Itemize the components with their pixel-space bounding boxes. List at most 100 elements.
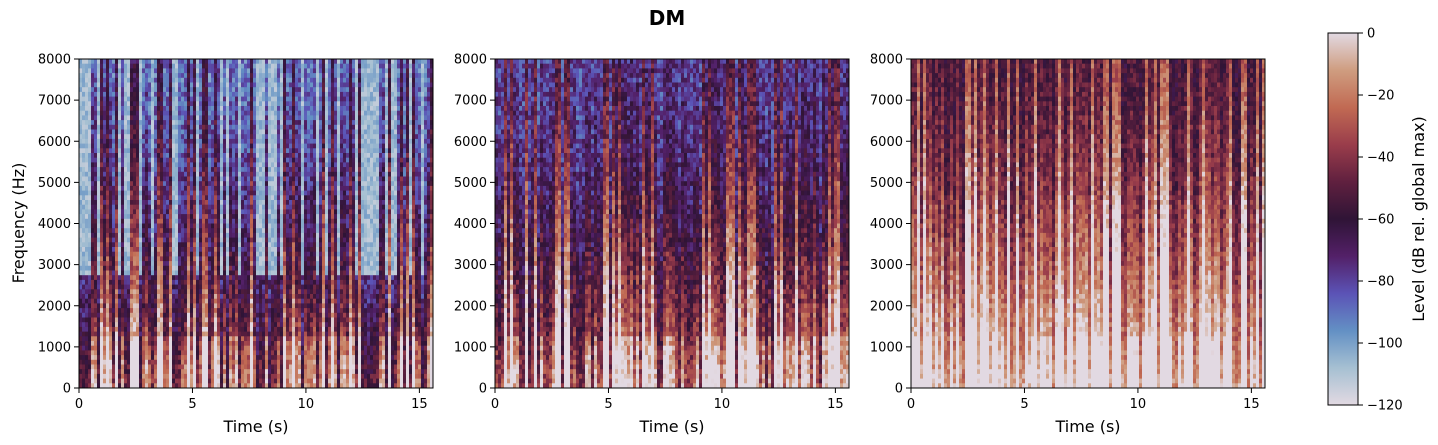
spectrogram-cell [268, 91, 272, 97]
spectrogram-cell [121, 317, 125, 323]
spectrogram-cell [220, 355, 224, 361]
spectrogram-cell [202, 383, 206, 388]
spectrogram-cell [166, 312, 170, 318]
spectrogram-cell [187, 345, 191, 351]
spectrogram-cell [127, 242, 131, 248]
spectrogram-cell [172, 303, 176, 309]
spectrogram-cell [151, 129, 155, 135]
spectrogram-cell [139, 157, 143, 163]
spectrogram-cell [136, 341, 140, 347]
spectrogram-cell [118, 336, 122, 342]
spectrogram-cell [100, 355, 104, 361]
spectrogram-cell [106, 153, 110, 159]
spectrogram-cell [148, 96, 152, 102]
spectrogram-cell [115, 279, 119, 285]
spectrogram-cell [163, 115, 167, 121]
spectrogram-cell [124, 279, 128, 285]
spectrogram-cell [262, 59, 266, 65]
spectrogram-cell [148, 331, 152, 337]
spectrogram-cell [280, 87, 284, 93]
spectrogram-cell [79, 87, 83, 93]
spectrogram-cell [115, 336, 119, 342]
spectrogram-cell [166, 359, 170, 365]
spectrogram-cell [226, 294, 230, 300]
spectrogram-cell [187, 242, 191, 248]
spectrogram-cell [232, 120, 236, 126]
spectrogram-cell [94, 265, 98, 271]
spectrogram-cell [100, 265, 104, 271]
spectrogram-cell [277, 153, 281, 159]
spectrogram-cell [241, 350, 245, 356]
spectrogram-cell [217, 261, 221, 267]
spectrogram-cell [274, 242, 278, 248]
spectrogram-cell [85, 200, 89, 206]
spectrogram-cell [265, 341, 269, 347]
spectrogram-cell [118, 77, 122, 83]
spectrogram-cell [247, 167, 251, 173]
spectrogram-cell [142, 63, 146, 69]
spectrogram-cell [220, 209, 224, 215]
spectrogram-cell [79, 106, 83, 112]
spectrogram-cell [148, 138, 152, 144]
spectrogram-cell [166, 200, 170, 206]
spectrogram-cell [178, 383, 182, 388]
spectrogram-cell [121, 195, 125, 201]
spectrogram-cell [208, 312, 212, 318]
spectrogram-cell [256, 261, 260, 267]
spectrogram-cell [280, 303, 284, 309]
spectrogram-cell [154, 303, 158, 309]
spectrogram-cell [112, 294, 116, 300]
spectrogram-cell [217, 190, 221, 196]
spectrogram-cell [280, 298, 284, 304]
spectrogram-cell [85, 110, 89, 116]
spectrogram-cell [118, 171, 122, 177]
spectrogram-cell [235, 355, 239, 361]
spectrogram-cell [208, 279, 212, 285]
spectrogram-cell [163, 322, 167, 328]
spectrogram-cell [109, 247, 113, 253]
spectrogram-cell [139, 120, 143, 126]
spectrogram-cell [220, 148, 224, 154]
spectrogram-cell [265, 289, 269, 295]
spectrogram-cell [274, 120, 278, 126]
spectrogram-cell [238, 185, 242, 191]
spectrogram-cell [244, 294, 248, 300]
spectrogram-cell [154, 138, 158, 144]
spectrogram-cell [145, 120, 149, 126]
spectrogram-cell [202, 110, 206, 116]
spectrogram-cell [277, 265, 281, 271]
spectrogram-cell [106, 162, 110, 168]
spectrogram-cell [199, 284, 203, 290]
spectrogram-cell [265, 157, 269, 163]
spectrogram-cell [139, 294, 143, 300]
spectrogram-cell [220, 284, 224, 290]
spectrogram-cell [127, 275, 131, 281]
spectrogram-cell [265, 167, 269, 173]
spectrogram-cell [205, 359, 209, 365]
spectrogram-cell [181, 190, 185, 196]
spectrogram-cell [187, 247, 191, 253]
spectrogram-cell [109, 289, 113, 295]
spectrogram-cell [202, 124, 206, 130]
spectrogram-cell [199, 190, 203, 196]
spectrogram-cell [283, 157, 287, 163]
spectrogram-cell [256, 251, 260, 257]
spectrogram-cell [130, 312, 134, 318]
spectrogram-cell [217, 298, 221, 304]
spectrogram-cell [91, 153, 95, 159]
spectrogram-cell [163, 129, 167, 135]
spectrogram-cell [136, 96, 140, 102]
spectrogram-cell [247, 312, 251, 318]
spectrogram-cell [250, 364, 254, 370]
spectrogram-cell [235, 200, 239, 206]
spectrogram-cell [211, 317, 215, 323]
spectrogram-cell [82, 134, 86, 140]
spectrogram-cell [154, 77, 158, 83]
spectrogram-cell [187, 369, 191, 375]
spectrogram-cell [94, 345, 98, 351]
spectrogram-cell [130, 115, 134, 121]
spectrogram-cell [280, 204, 284, 210]
spectrogram-cell [94, 87, 98, 93]
spectrogram-cell [187, 120, 191, 126]
spectrogram-cell [265, 115, 269, 121]
